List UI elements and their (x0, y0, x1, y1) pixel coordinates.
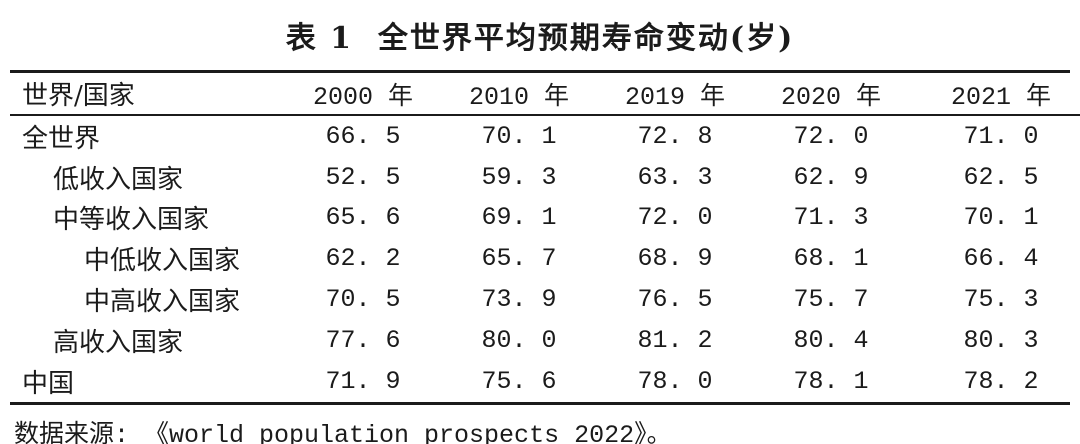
value-cell: 81. 2 (637, 325, 713, 355)
table-row: 高收入国家 77. 6 80. 0 81. 2 80. 4 80. 3 (10, 320, 1080, 361)
value-cell: 65. 7 (481, 244, 557, 274)
header-row: 世界/国家 2000 年 2010 年 2019 年 2020 年 2021 年 (10, 73, 1080, 116)
value-cell: 78. 2 (963, 366, 1039, 396)
value-cell: 71. 9 (325, 366, 401, 396)
value-cell: 70. 1 (481, 121, 557, 151)
row-label: 高收入国家 (53, 327, 184, 358)
value-cell: 65. 6 (325, 203, 401, 233)
value-cell: 72. 8 (637, 121, 713, 151)
value-cell: 75. 3 (963, 285, 1039, 315)
row-label: 全世界 (22, 123, 101, 154)
value-cell: 62. 5 (963, 162, 1039, 192)
value-cell: 66. 5 (325, 121, 401, 151)
row-label: 中国 (22, 368, 75, 399)
table-row: 中等收入国家 65. 6 69. 1 72. 0 71. 3 70. 1 (10, 198, 1080, 239)
year-column-header: 2000 年 (285, 73, 441, 116)
value-cell: 80. 3 (963, 325, 1039, 355)
year-column-header: 2019 年 (597, 73, 753, 116)
value-cell: 72. 0 (637, 203, 713, 233)
table-row: 全世界 66. 5 70. 1 72. 8 72. 0 71. 0 (10, 115, 1080, 157)
table-row: 中高收入国家 70. 5 73. 9 76. 5 75. 7 75. 3 (10, 279, 1080, 320)
value-cell: 75. 7 (793, 285, 869, 315)
value-cell: 66. 4 (963, 244, 1039, 274)
value-cell: 80. 4 (793, 325, 869, 355)
source-note: 数据来源: 《world population prospects 2022》。 (14, 420, 672, 444)
value-cell: 63. 3 (637, 162, 713, 192)
value-cell: 78. 1 (793, 366, 869, 396)
value-cell: 78. 0 (637, 366, 713, 396)
value-cell: 59. 3 (481, 162, 557, 192)
table-row: 低收入国家 52. 5 59. 3 63. 3 62. 9 62. 5 (10, 157, 1080, 198)
value-cell: 71. 3 (793, 203, 869, 233)
year-column-header: 2020 年 (753, 73, 909, 116)
value-cell: 76. 5 (637, 285, 713, 315)
value-cell: 77. 6 (325, 325, 401, 355)
row-label: 中高收入国家 (84, 287, 241, 318)
row-header-column: 世界/国家 (10, 73, 285, 116)
value-cell: 71. 0 (963, 121, 1039, 151)
life-expectancy-table: 世界/国家 2000 年 2010 年 2019 年 2020 年 2021 年 全世界 6… (10, 70, 1080, 405)
value-cell: 62. 2 (325, 244, 401, 274)
value-cell: 70. 5 (325, 285, 401, 315)
value-cell: 68. 9 (637, 244, 713, 274)
table-row: 中国 71. 9 75. 6 78. 0 78. 1 78. 2 (10, 361, 1080, 402)
table-caption: 表 1 全世界平均预期寿命变动(岁) (285, 21, 795, 56)
value-cell: 62. 9 (793, 162, 869, 192)
table-row: 中低收入国家 62. 2 65. 7 68. 9 68. 1 66. 4 (10, 238, 1080, 279)
value-cell: 73. 9 (481, 285, 557, 315)
row-label: 低收入国家 (53, 164, 184, 195)
data-table: 世界/国家 2000 年 2010 年 2019 年 2020 年 2021 年 全世界 6… (10, 73, 1080, 402)
year-column-header: 2021 年 (909, 73, 1080, 116)
value-cell: 69. 1 (481, 203, 557, 233)
row-label: 中低收入国家 (84, 246, 241, 277)
row-label: 中等收入国家 (53, 205, 210, 236)
value-cell: 52. 5 (325, 162, 401, 192)
value-cell: 68. 1 (793, 244, 869, 274)
value-cell: 80. 0 (481, 325, 557, 355)
value-cell: 70. 1 (963, 203, 1039, 233)
year-column-header: 2010 年 (441, 73, 597, 116)
value-cell: 72. 0 (793, 121, 869, 151)
value-cell: 75. 6 (481, 366, 557, 396)
